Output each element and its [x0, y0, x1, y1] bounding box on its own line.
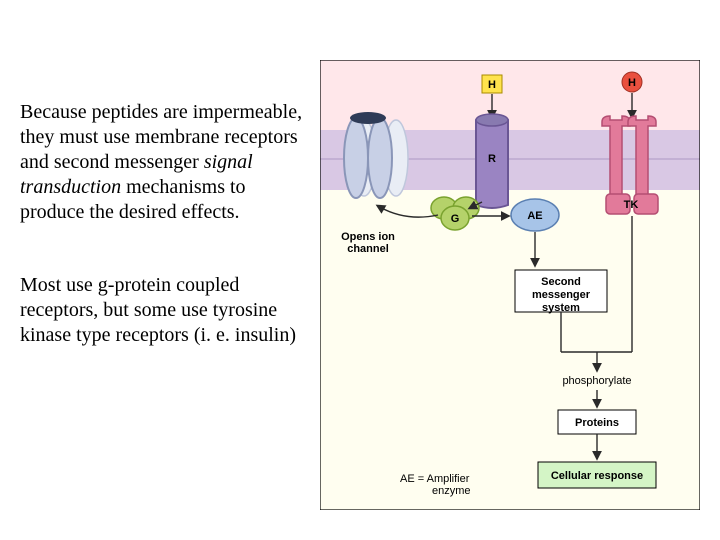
- paragraph-1: Because peptides are impermeable, they m…: [20, 100, 310, 225]
- g-label: G: [451, 213, 460, 225]
- paragraph-1a: Because peptides are impermeable, they m…: [20, 101, 302, 173]
- ae-enzyme: AE: [511, 199, 559, 231]
- ae-key-1: AE = Amplifier: [400, 473, 470, 485]
- proteins-box: Proteins: [558, 410, 636, 434]
- receptor-r: R: [476, 114, 508, 208]
- hormone-h-center-label: H: [488, 79, 496, 91]
- ae-key-2: enzyme: [432, 485, 471, 497]
- proteins-label: Proteins: [575, 417, 619, 429]
- second-messenger-box: Second messenger system: [515, 270, 607, 314]
- paragraph-2: Most use g-protein coupled receptors, bu…: [20, 273, 310, 348]
- receptor-r-label: R: [488, 153, 496, 165]
- tk-label: TK: [624, 199, 639, 211]
- cellular-response-label: Cellular response: [551, 470, 643, 482]
- signal-transduction-diagram: H H: [320, 60, 700, 510]
- cellular-response-box: Cellular response: [538, 462, 656, 488]
- ae-label: AE: [527, 210, 542, 222]
- sm-text-1: Second: [541, 276, 581, 288]
- ion-channel: [344, 112, 408, 198]
- opens-ion-channel-label-1: Opens ion: [341, 231, 395, 243]
- opens-ion-channel-label-2: channel: [347, 243, 389, 255]
- slide: Because peptides are impermeable, they m…: [0, 0, 720, 540]
- hormone-h-right-label: H: [628, 77, 636, 89]
- sm-text-2: messenger: [532, 289, 591, 301]
- phosphorylate-label: phosphorylate: [562, 375, 631, 387]
- text-column: Because peptides are impermeable, they m…: [20, 100, 310, 396]
- diagram-svg: H H: [320, 60, 700, 510]
